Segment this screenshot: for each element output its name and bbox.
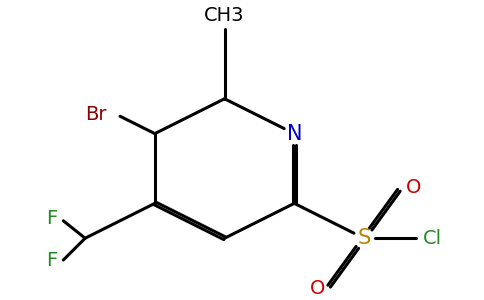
- Text: O: O: [406, 178, 421, 197]
- Text: S: S: [357, 228, 371, 248]
- Text: Cl: Cl: [424, 229, 442, 248]
- Text: CH3: CH3: [204, 6, 245, 25]
- Text: Br: Br: [85, 105, 107, 124]
- Text: F: F: [46, 209, 57, 228]
- Text: F: F: [46, 250, 57, 269]
- Text: N: N: [287, 124, 302, 144]
- Text: O: O: [309, 279, 325, 298]
